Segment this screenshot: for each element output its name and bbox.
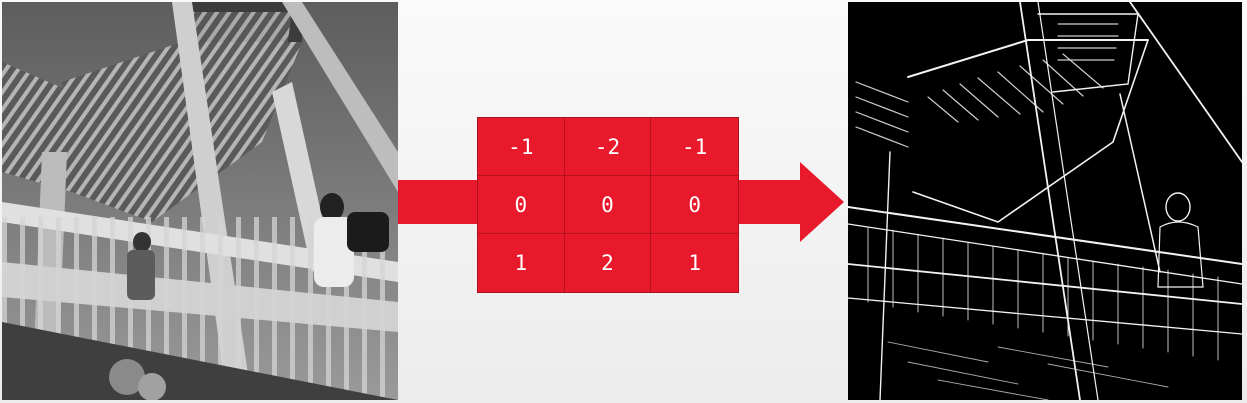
edge-map-icon [848,2,1242,400]
input-grayscale-image [2,2,398,400]
output-edge-image [848,2,1242,400]
kernel-cell-r1c3: -1 [651,118,738,176]
sobel-kernel-matrix: -1 -2 -1 0 0 0 1 2 1 [477,117,739,293]
staircase-photo-icon [2,2,398,400]
kernel-cell-r3c2: 2 [565,234,652,292]
kernel-cell-r3c3: 1 [688,251,701,275]
right-arrow-icon [800,162,844,242]
arrow-head [800,162,844,242]
kernel-cell-r3c1: 1 [478,234,565,292]
kernel-cell-r1c2: -2 [564,118,652,176]
kernel-cell-r2c3: 0 [651,176,738,234]
kernel-cell-r1c1: -1 [478,118,565,176]
kernel-cell-r2c2: 0 [564,176,652,234]
kernel-cell-r2c1: 0 [478,176,565,234]
